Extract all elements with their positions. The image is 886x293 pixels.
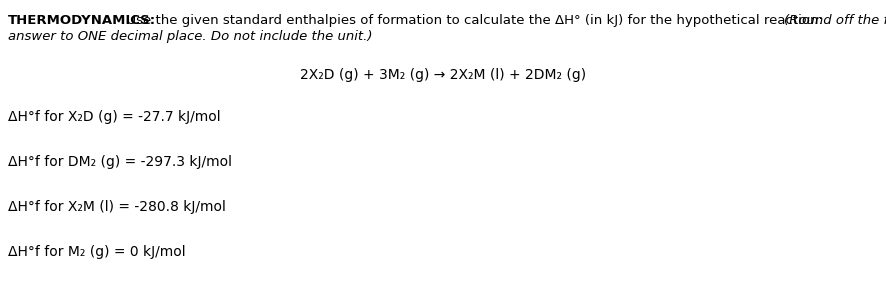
Text: Use the given standard enthalpies of formation to calculate the ΔH° (in kJ) for : Use the given standard enthalpies of for… [118, 14, 822, 27]
Text: ΔH°f for X₂M (l) = -280.8 kJ/mol: ΔH°f for X₂M (l) = -280.8 kJ/mol [8, 200, 226, 214]
Text: (Round off the final: (Round off the final [783, 14, 886, 27]
Text: 2X₂D (g) + 3M₂ (g) → 2X₂M (l) + 2DM₂ (g): 2X₂D (g) + 3M₂ (g) → 2X₂M (l) + 2DM₂ (g) [299, 68, 586, 82]
Text: ΔH°f for DM₂ (g) = -297.3 kJ/mol: ΔH°f for DM₂ (g) = -297.3 kJ/mol [8, 155, 232, 169]
Text: ΔH°f for M₂ (g) = 0 kJ/mol: ΔH°f for M₂ (g) = 0 kJ/mol [8, 245, 185, 259]
Text: ΔH°f for X₂D (g) = -27.7 kJ/mol: ΔH°f for X₂D (g) = -27.7 kJ/mol [8, 110, 221, 124]
Text: THERMODYNAMICS:: THERMODYNAMICS: [8, 14, 156, 27]
Text: answer to ONE decimal place. Do not include the unit.): answer to ONE decimal place. Do not incl… [8, 30, 372, 43]
